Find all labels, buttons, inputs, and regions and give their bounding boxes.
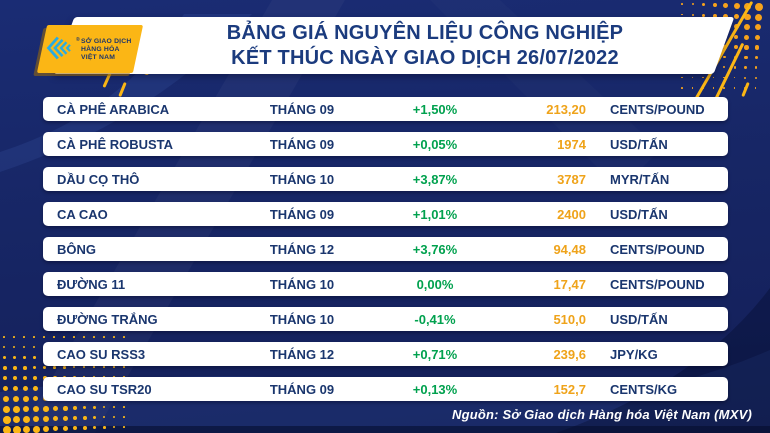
table-row: CAO SU RSS3 THÁNG 12 +0,71% 239,6 JPY/KG — [43, 342, 728, 366]
price-value: 17,47 — [553, 276, 586, 292]
price-value: 510,0 — [553, 311, 586, 327]
price-unit: CENTS/POUND — [610, 101, 705, 117]
price-unit: MYR/TẤN — [610, 171, 670, 187]
table-row: CÀ PHÊ ARABICA THÁNG 09 +1,50% 213,20 CE… — [43, 97, 728, 121]
contract-month: THÁNG 12 — [269, 346, 335, 362]
registered-mark: ® — [76, 37, 80, 43]
change-percent: +1,50% — [412, 101, 458, 117]
price-value: 3787 — [557, 171, 586, 187]
commodity-name: ĐƯỜNG TRẮNG — [57, 311, 158, 327]
table-row: ĐƯỜNG 11 THÁNG 10 0,00% 17,47 CENTS/POUN… — [43, 272, 728, 296]
mxv-chevron-icon — [45, 34, 73, 67]
commodity-name: DẦU CỌ THÔ — [57, 171, 140, 187]
price-unit: CENTS/POUND — [610, 241, 705, 257]
price-unit: USD/TẤN — [610, 311, 668, 327]
change-percent: +3,76% — [412, 241, 458, 257]
change-percent: 0,00% — [416, 276, 454, 292]
change-percent: -0,41% — [414, 311, 456, 327]
table-row: ĐƯỜNG TRẮNG THÁNG 10 -0,41% 510,0 USD/TẤ… — [43, 307, 728, 331]
contract-month: THÁNG 09 — [269, 101, 335, 117]
contract-month: THÁNG 10 — [269, 276, 335, 292]
commodity-name: CÀ PHÊ ROBUSTA — [57, 136, 174, 152]
change-percent: +0,71% — [412, 346, 458, 362]
table-row: CAO SU TSR20 THÁNG 09 +0,13% 152,7 CENTS… — [43, 377, 728, 401]
change-percent: +3,87% — [412, 171, 458, 187]
table-row: BÔNG THÁNG 12 +3,76% 94,48 CENTS/POUND — [43, 237, 728, 261]
page-title: BẢNG GIÁ NGUYÊN LIỆU CÔNG NGHIỆP KẾT THÚ… — [130, 21, 720, 71]
contract-month: THÁNG 09 — [269, 381, 335, 397]
commodity-name: CÀ PHÊ ARABICA — [57, 101, 170, 117]
price-value: 1974 — [557, 136, 586, 152]
price-value: 213,20 — [546, 101, 586, 117]
table-row: CA CAO THÁNG 09 +1,01% 2400 USD/TẤN — [43, 202, 728, 226]
logo-text-line3: VIỆT NAM — [81, 54, 116, 61]
commodity-name: ĐƯỜNG 11 — [57, 276, 126, 292]
mxv-logo: ® SỞ GIAO DỊCH HÀNG HÓA VIỆT NAM — [45, 31, 137, 69]
commodity-name: CAO SU RSS3 — [57, 346, 146, 362]
mxv-logo-text: ® SỞ GIAO DỊCH HÀNG HÓA VIỆT NAM — [76, 37, 132, 62]
price-table: CÀ PHÊ ARABICA THÁNG 09 +1,50% 213,20 CE… — [43, 97, 728, 401]
price-value: 152,7 — [553, 381, 586, 397]
price-unit: CENTS/KG — [610, 381, 678, 397]
contract-month: THÁNG 09 — [269, 206, 335, 222]
price-unit: CENTS/POUND — [610, 276, 705, 292]
price-unit: USD/TẤN — [610, 206, 668, 222]
logo-text-line2: HÀNG HÓA — [81, 46, 120, 53]
contract-month: THÁNG 10 — [269, 171, 335, 187]
price-unit: JPY/KG — [610, 346, 658, 362]
price-unit: USD/TẤN — [610, 136, 668, 152]
contract-month: THÁNG 10 — [269, 311, 335, 327]
logo-text-line1: SỞ GIAO DỊCH — [81, 38, 132, 45]
commodity-name: BÔNG — [57, 241, 96, 257]
price-value: 2400 — [557, 206, 586, 222]
commodity-name: CA CAO — [57, 206, 108, 222]
change-percent: +1,01% — [412, 206, 458, 222]
table-row: CÀ PHÊ ROBUSTA THÁNG 09 +0,05% 1974 USD/… — [43, 132, 728, 156]
change-percent: +0,05% — [412, 136, 458, 152]
contract-month: THÁNG 09 — [269, 136, 335, 152]
commodity-name: CAO SU TSR20 — [57, 381, 152, 397]
price-value: 239,6 — [553, 346, 586, 362]
source-credit: Nguồn: Sở Giao dịch Hàng hóa Việt Nam (M… — [452, 407, 752, 422]
price-value: 94,48 — [553, 241, 586, 257]
page-title-line1: BẢNG GIÁ NGUYÊN LIỆU CÔNG NGHIỆP — [226, 22, 624, 44]
page-title-line2: KẾT THÚC NGÀY GIAO DỊCH 26/07/2022 — [231, 47, 619, 69]
contract-month: THÁNG 12 — [269, 241, 335, 257]
table-row: DẦU CỌ THÔ THÁNG 10 +3,87% 3787 MYR/TẤN — [43, 167, 728, 191]
change-percent: +0,13% — [412, 381, 458, 397]
